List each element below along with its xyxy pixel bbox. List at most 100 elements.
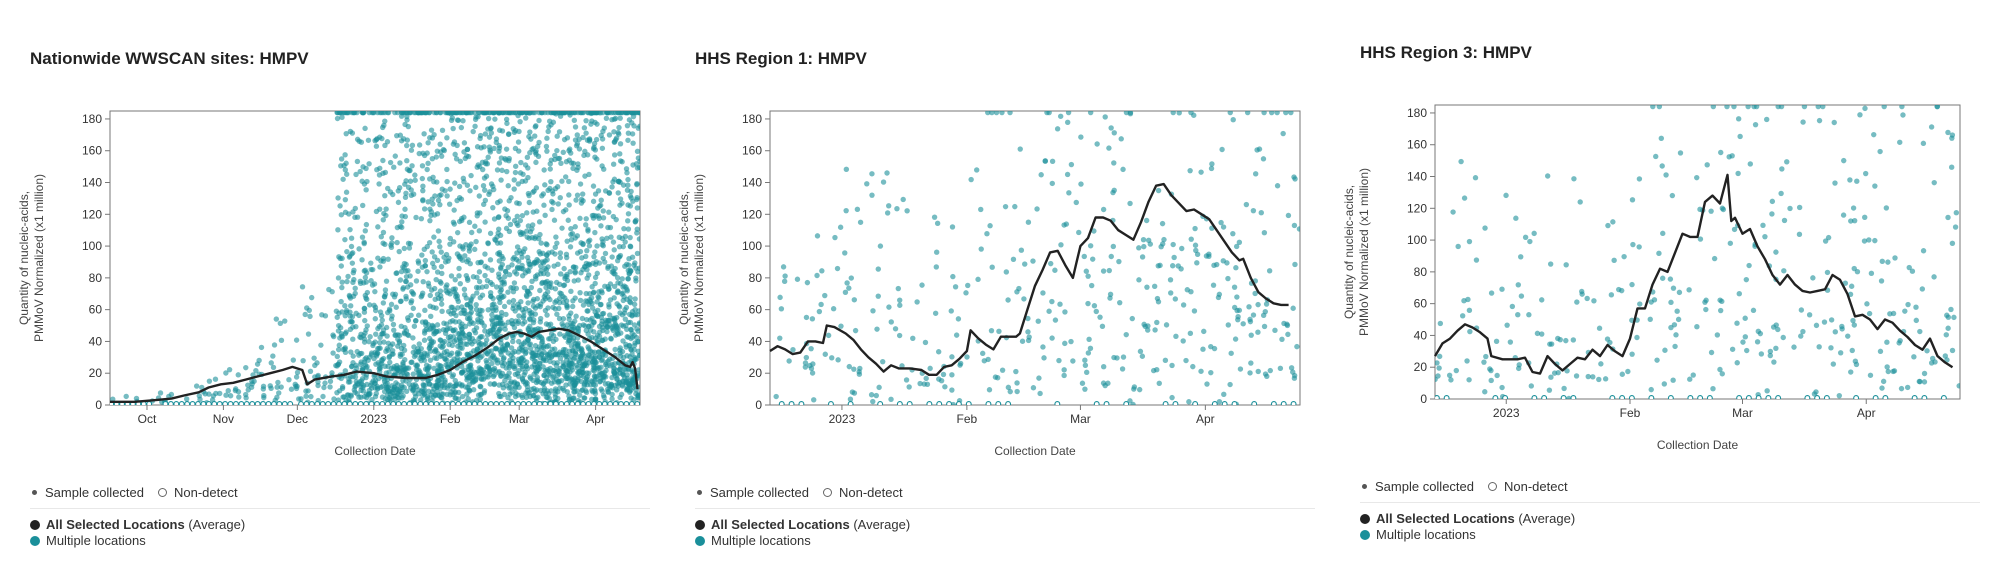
- sample-point: [1636, 176, 1643, 182]
- legend-label: Sample collected: [1375, 479, 1474, 494]
- sample-point: [554, 311, 560, 317]
- sample-point: [1085, 273, 1091, 279]
- sample-point: [519, 306, 526, 313]
- sample-point: [466, 381, 473, 388]
- sample-point: [1868, 270, 1875, 277]
- chart-title: HHS Region 3: HMPV: [1360, 43, 1532, 62]
- sample-point: [579, 363, 585, 369]
- sample-point: [1654, 357, 1660, 363]
- sample-point: [542, 307, 549, 314]
- sample-point: [558, 271, 564, 277]
- sample-point: [525, 325, 531, 332]
- sample-point: [462, 155, 468, 162]
- sample-point: [1791, 344, 1797, 350]
- x-tick-label: Nov: [213, 412, 234, 426]
- sample-point: [602, 321, 608, 327]
- sample-point: [1070, 358, 1076, 364]
- sample-point: [380, 327, 387, 333]
- sample-point: [595, 307, 601, 314]
- legend-all-selected[interactable]: All Selected Locations (Average): [695, 517, 910, 532]
- sample-point: [1931, 274, 1937, 280]
- sample-point: [609, 324, 616, 330]
- sample-point: [1719, 371, 1725, 377]
- legend-multiple-locations[interactable]: Multiple locations: [1360, 527, 1476, 542]
- sample-point: [600, 215, 607, 221]
- sample-point: [489, 281, 496, 288]
- sample-point: [489, 353, 496, 360]
- sample-point: [542, 291, 549, 298]
- sample-point: [594, 332, 601, 339]
- sample-point: [402, 330, 408, 337]
- sample-point: [444, 326, 451, 332]
- sample-point: [1660, 230, 1666, 237]
- legend-multiple-locations[interactable]: Multiple locations: [30, 533, 146, 548]
- sample-point: [290, 357, 297, 363]
- sample-point: [249, 381, 255, 387]
- sample-point: [389, 235, 395, 241]
- sample-point: [517, 217, 524, 224]
- y-tick-label: 60: [89, 303, 103, 317]
- y-tick-label: 160: [1407, 138, 1427, 152]
- legend-all-selected[interactable]: All Selected Locations (Average): [1360, 511, 1575, 526]
- non-detect-point: [455, 401, 462, 405]
- sample-point: [1885, 259, 1891, 265]
- sample-point: [368, 260, 374, 266]
- sample-point: [633, 278, 639, 284]
- sample-point: [1062, 309, 1068, 315]
- sample-point: [442, 188, 448, 194]
- sample-point: [516, 258, 522, 264]
- sample-point: [1236, 239, 1243, 245]
- sample-point: [366, 161, 372, 167]
- sample-point: [503, 225, 510, 232]
- sample-point: [1548, 374, 1554, 380]
- sample-point: [516, 313, 522, 319]
- sample-point: [1221, 391, 1227, 398]
- sample-point: [552, 156, 558, 163]
- sample-point: [473, 238, 479, 245]
- sample-point: [452, 180, 458, 186]
- sample-point: [1906, 264, 1912, 271]
- sample-point: [357, 361, 364, 367]
- sample-point: [496, 382, 502, 388]
- legend-multiple-locations[interactable]: Multiple locations: [695, 533, 811, 548]
- sample-point: [507, 221, 514, 228]
- sample-point: [245, 387, 251, 393]
- sample-point: [226, 366, 233, 373]
- sample-point: [419, 319, 426, 325]
- sample-point: [1267, 367, 1273, 374]
- sample-point: [468, 172, 474, 179]
- sample-point: [384, 333, 390, 339]
- sample-point: [1078, 134, 1084, 140]
- sample-point: [1515, 282, 1521, 288]
- sample-point: [442, 259, 449, 265]
- non-detect-point: [260, 401, 267, 405]
- sample-point: [533, 159, 539, 166]
- sample-point: [1175, 263, 1181, 269]
- sample-point: [933, 264, 940, 270]
- sample-point: [569, 303, 576, 310]
- sample-point: [572, 354, 578, 361]
- sample-point: [1111, 130, 1117, 136]
- non-detect-point: [276, 401, 283, 405]
- sample-point: [1209, 161, 1215, 167]
- non-detect-point: [585, 401, 592, 405]
- sample-point: [1173, 333, 1179, 340]
- sample-point: [1787, 205, 1793, 212]
- sample-point: [600, 327, 606, 334]
- sample-point: [343, 130, 349, 137]
- sample-point: [286, 377, 292, 383]
- sample-point: [391, 327, 397, 333]
- sample-point: [213, 390, 219, 397]
- y-tick-label: 140: [742, 176, 762, 190]
- sample-point: [617, 196, 624, 202]
- non-detect-point: [896, 401, 903, 405]
- sample-point: [232, 387, 239, 394]
- sample-point: [529, 222, 536, 228]
- non-detect-point: [1123, 401, 1130, 405]
- legend-all-selected[interactable]: All Selected Locations (Average): [30, 517, 245, 532]
- sample-point: [1618, 287, 1625, 294]
- x-tick-label: Feb: [440, 412, 461, 426]
- sample-point: [359, 234, 366, 240]
- sample-point: [412, 172, 418, 178]
- sample-point: [473, 325, 480, 331]
